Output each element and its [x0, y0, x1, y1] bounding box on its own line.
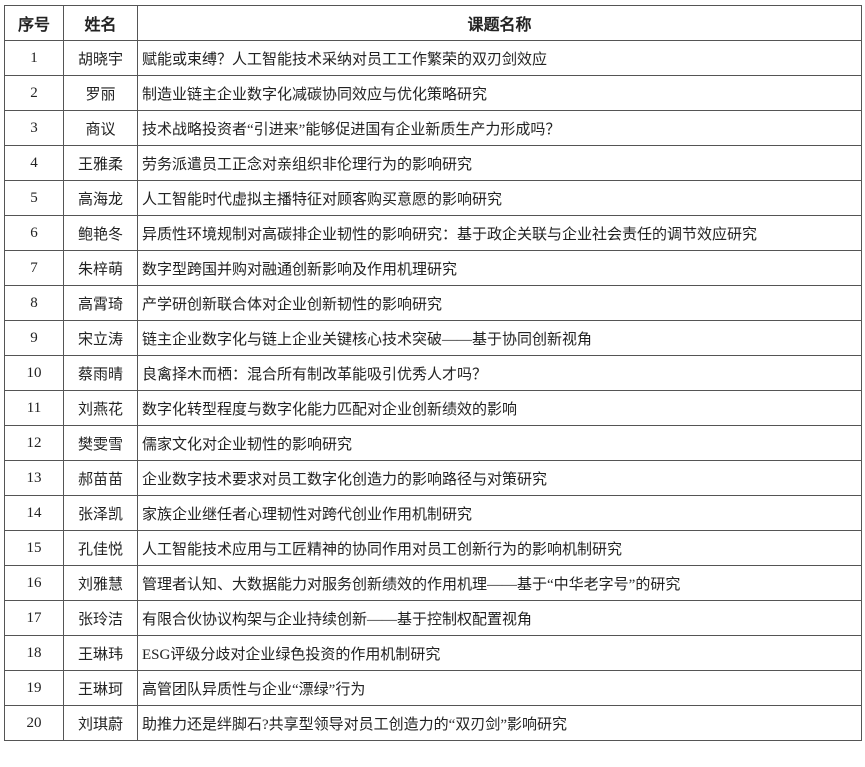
index-cell: 6	[4, 215, 64, 251]
index-cell: 5	[4, 180, 64, 216]
index-cell: 3	[4, 110, 64, 146]
index-cell: 10	[4, 355, 64, 391]
name-cell: 张玲洁	[63, 600, 138, 636]
table-row: 5 高海龙 人工智能时代虚拟主播特征对顾客购买意愿的影响研究	[4, 180, 862, 216]
topic-cell: 制造业链主企业数字化减碳协同效应与优化策略研究	[137, 75, 862, 111]
topic-cell: 企业数字技术要求对员工数字化创造力的影响路径与对策研究	[137, 460, 862, 496]
index-cell: 15	[4, 530, 64, 566]
topic-cell: 儒家文化对企业韧性的影响研究	[137, 425, 862, 461]
index-cell: 16	[4, 565, 64, 601]
table-row: 17 张玲洁 有限合伙协议构架与企业持续创新——基于控制权配置视角	[4, 600, 862, 636]
topic-cell: 数字型跨国并购对融通创新影响及作用机理研究	[137, 250, 862, 286]
topic-cell: 有限合伙协议构架与企业持续创新——基于控制权配置视角	[137, 600, 862, 636]
index-cell: 14	[4, 495, 64, 531]
topic-cell: 助推力还是绊脚石?共享型领导对员工创造力的“双刃剑”影响研究	[137, 705, 862, 741]
name-cell: 王琳珂	[63, 670, 138, 706]
table-row: 8 高霄琦 产学研创新联合体对企业创新韧性的影响研究	[4, 285, 862, 321]
name-cell: 张泽凯	[63, 495, 138, 531]
topic-cell: 人工智能技术应用与工匠精神的协同作用对员工创新行为的影响机制研究	[137, 530, 862, 566]
index-cell: 1	[4, 40, 64, 76]
table-row: 20 刘琪蔚 助推力还是绊脚石?共享型领导对员工创造力的“双刃剑”影响研究	[4, 705, 862, 741]
name-cell: 刘燕花	[63, 390, 138, 426]
name-cell: 宋立涛	[63, 320, 138, 356]
index-cell: 7	[4, 250, 64, 286]
topic-cell: 产学研创新联合体对企业创新韧性的影响研究	[137, 285, 862, 321]
table-row: 16 刘雅慧 管理者认知、大数据能力对服务创新绩效的作用机理——基于“中华老字号”的…	[4, 565, 862, 601]
header-index: 序号	[4, 5, 64, 41]
table-row: 14 张泽凯 家族企业继任者心理韧性对跨代创业作用机制研究	[4, 495, 862, 531]
index-cell: 4	[4, 145, 64, 181]
name-cell: 王琳玮	[63, 635, 138, 671]
header-name: 姓名	[63, 5, 138, 41]
topic-cell: 链主企业数字化与链上企业关键核心技术突破——基于协同创新视角	[137, 320, 862, 356]
topic-cell: 数字化转型程度与数字化能力匹配对企业创新绩效的影响	[137, 390, 862, 426]
table-row: 13 郝苗苗 企业数字技术要求对员工数字化创造力的影响路径与对策研究	[4, 460, 862, 496]
table-row: 4 王雅柔 劳务派遣员工正念对亲组织非伦理行为的影响研究	[4, 145, 862, 181]
table-body: 1 胡晓宇 赋能或束缚？人工智能技术采纳对员工工作繁荣的双刃剑效应 2 罗丽 制造业链主企…	[4, 40, 862, 741]
topic-cell: 技术战略投资者“引进来”能够促进国有企业新质生产力形成吗？	[137, 110, 862, 146]
topic-cell: ESG评级分歧对企业绿色投资的作用机制研究	[137, 635, 862, 671]
topics-table: 序号 姓名 课题名称 1 胡晓宇 赋能或束缚？人工智能技术采纳对员工工作繁荣的双刃剑…	[4, 5, 862, 741]
header-row: 序号 姓名 课题名称	[4, 5, 862, 41]
index-cell: 12	[4, 425, 64, 461]
table-row: 10 蔡雨晴 良禽择木而栖：混合所有制改革能吸引优秀人才吗？	[4, 355, 862, 391]
name-cell: 王雅柔	[63, 145, 138, 181]
name-cell: 鲍艳冬	[63, 215, 138, 251]
name-cell: 罗丽	[63, 75, 138, 111]
topic-cell: 高管团队异质性与企业“漂绿”行为	[137, 670, 862, 706]
topic-cell: 管理者认知、大数据能力对服务创新绩效的作用机理——基于“中华老字号”的研究	[137, 565, 862, 601]
index-cell: 13	[4, 460, 64, 496]
name-cell: 刘琪蔚	[63, 705, 138, 741]
table-row: 1 胡晓宇 赋能或束缚？人工智能技术采纳对员工工作繁荣的双刃剑效应	[4, 40, 862, 76]
topic-cell: 家族企业继任者心理韧性对跨代创业作用机制研究	[137, 495, 862, 531]
table-row: 12 樊雯雪 儒家文化对企业韧性的影响研究	[4, 425, 862, 461]
name-cell: 孔佳悦	[63, 530, 138, 566]
name-cell: 樊雯雪	[63, 425, 138, 461]
topic-cell: 劳务派遣员工正念对亲组织非伦理行为的影响研究	[137, 145, 862, 181]
name-cell: 高海龙	[63, 180, 138, 216]
name-cell: 刘雅慧	[63, 565, 138, 601]
name-cell: 蔡雨晴	[63, 355, 138, 391]
name-cell: 郝苗苗	[63, 460, 138, 496]
index-cell: 11	[4, 390, 64, 426]
index-cell: 17	[4, 600, 64, 636]
index-cell: 8	[4, 285, 64, 321]
table-row: 18 王琳玮 ESG评级分歧对企业绿色投资的作用机制研究	[4, 635, 862, 671]
name-cell: 高霄琦	[63, 285, 138, 321]
table-row: 11 刘燕花 数字化转型程度与数字化能力匹配对企业创新绩效的影响	[4, 390, 862, 426]
topic-cell: 异质性环境规制对高碳排企业韧性的影响研究：基于政企关联与企业社会责任的调节效应研…	[137, 215, 862, 251]
table-row: 7 朱梓萌 数字型跨国并购对融通创新影响及作用机理研究	[4, 250, 862, 286]
name-cell: 胡晓宇	[63, 40, 138, 76]
table-row: 2 罗丽 制造业链主企业数字化减碳协同效应与优化策略研究	[4, 75, 862, 111]
index-cell: 20	[4, 705, 64, 741]
header-topic: 课题名称	[137, 5, 862, 41]
index-cell: 9	[4, 320, 64, 356]
name-cell: 商议	[63, 110, 138, 146]
topic-cell: 良禽择木而栖：混合所有制改革能吸引优秀人才吗？	[137, 355, 862, 391]
topic-cell: 人工智能时代虚拟主播特征对顾客购买意愿的影响研究	[137, 180, 862, 216]
table-row: 3 商议 技术战略投资者“引进来”能够促进国有企业新质生产力形成吗？	[4, 110, 862, 146]
table-row: 9 宋立涛 链主企业数字化与链上企业关键核心技术突破——基于协同创新视角	[4, 320, 862, 356]
table-row: 15 孔佳悦 人工智能技术应用与工匠精神的协同作用对员工创新行为的影响机制研究	[4, 530, 862, 566]
index-cell: 2	[4, 75, 64, 111]
name-cell: 朱梓萌	[63, 250, 138, 286]
table-row: 19 王琳珂 高管团队异质性与企业“漂绿”行为	[4, 670, 862, 706]
topic-cell: 赋能或束缚？人工智能技术采纳对员工工作繁荣的双刃剑效应	[137, 40, 862, 76]
table-row: 6 鲍艳冬 异质性环境规制对高碳排企业韧性的影响研究：基于政企关联与企业社会责任的调…	[4, 215, 862, 251]
index-cell: 18	[4, 635, 64, 671]
index-cell: 19	[4, 670, 64, 706]
